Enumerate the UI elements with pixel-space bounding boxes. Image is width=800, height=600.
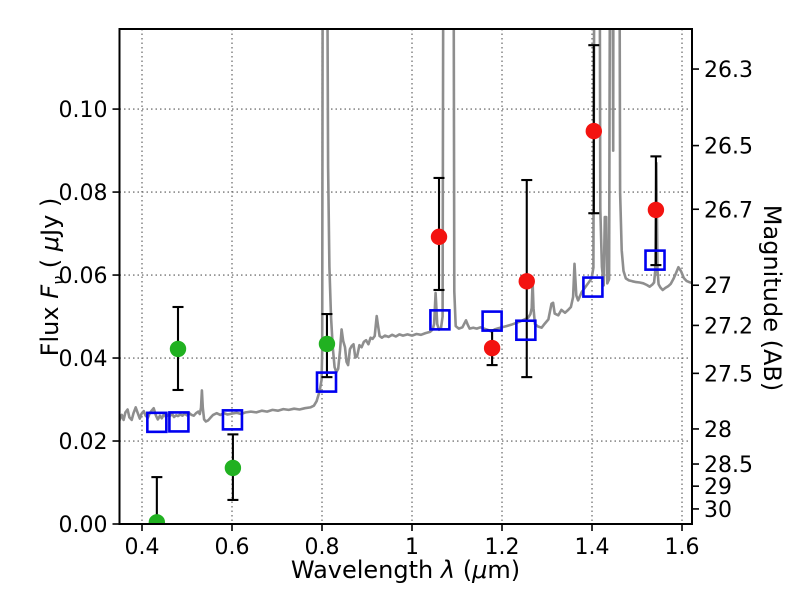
y-right-tick-label: 27: [704, 274, 732, 299]
error-bars: [151, 44, 662, 524]
y-left-tick-label: 0.10: [59, 98, 108, 123]
axis-tick-labels: 0.4 0.6 0.8 1 1.2 1.4 1.6 0.00 0.02 0.04 0.06 0.08 0…: [59, 58, 753, 560]
blue-square-marker: [515, 319, 537, 342]
blue-square-marker: [429, 309, 451, 331]
blue-square-marker: [644, 249, 666, 271]
blue-square-marker: [481, 310, 503, 332]
y-left-tick-label: 0.00: [59, 513, 108, 538]
y-left-tick-label: 0.08: [59, 181, 108, 206]
x-tick-label: 1.2: [485, 535, 520, 560]
y-right-tick-label: 26.5: [704, 135, 753, 160]
axis-label-text: Flux: [36, 298, 65, 357]
y-right-tick-label: 28.5: [704, 453, 753, 478]
blue-square-marker: [168, 411, 190, 433]
axis-label-text: μ: [36, 235, 65, 252]
y-right-tick-label: 27.2: [704, 314, 753, 339]
axis-label-text: (: [36, 251, 65, 276]
green-circle-marker: [169, 340, 187, 358]
model-spectrum-line: [119, 29, 692, 423]
green-circle-marker: [224, 459, 242, 477]
y-right-tick-label: 30: [704, 498, 732, 523]
y-right-tick-label: 26.3: [704, 58, 753, 83]
axis-label-text: F: [36, 284, 65, 299]
axis-label-text: Wavelength: [290, 556, 441, 584]
green-circle-marker: [318, 335, 336, 353]
blue-square-marker: [582, 276, 604, 298]
axis-label-text: (: [455, 556, 473, 584]
axis-label-text: μ: [472, 556, 488, 584]
axis-label-text: λ: [440, 556, 456, 584]
x-axis-label: Wavelength λ (μm): [119, 556, 692, 584]
axis-label-text: Jy ): [36, 197, 65, 236]
y-right-tick-label: 29: [704, 475, 732, 500]
axis-label-text: ν: [48, 275, 68, 285]
red-circle-marker: [430, 228, 448, 246]
y-right-tick-label: 26.7: [704, 198, 753, 223]
data-layer: [119, 29, 692, 524]
y-right-tick-label: 27.5: [704, 362, 753, 387]
x-tick-label: 1.4: [575, 535, 610, 560]
y-left-tick-label: 0.06: [59, 264, 108, 289]
blue-square-marker: [315, 371, 338, 393]
blue-square-marker: [146, 411, 168, 434]
x-tick-label: 0.6: [215, 535, 250, 560]
red-circle-marker: [518, 273, 535, 290]
y-left-tick-label: 0.02: [59, 430, 108, 455]
y-left-tick-label: 0.04: [59, 347, 108, 372]
x-tick-label: 0.8: [305, 535, 340, 560]
red-circle-marker: [483, 339, 501, 357]
axis-ticks: [112, 68, 699, 531]
x-tick-label: 0.4: [125, 535, 160, 560]
plot-frame: [118, 28, 693, 525]
y-axis-label-magnitude: Magnitude (AB): [758, 204, 786, 392]
y-right-tick-label: 28: [704, 418, 732, 443]
x-tick-label: 1: [405, 535, 419, 560]
green-circle-marker: [148, 514, 166, 524]
red-circle-marker: [585, 122, 603, 140]
red-circle-marker: [647, 201, 665, 219]
blue-square-marker: [221, 409, 244, 431]
x-tick-label: 1.6: [665, 535, 700, 560]
axis-label-text: m): [487, 556, 521, 584]
y-axis-label-flux: Flux Fν ( μJy ): [36, 198, 68, 357]
